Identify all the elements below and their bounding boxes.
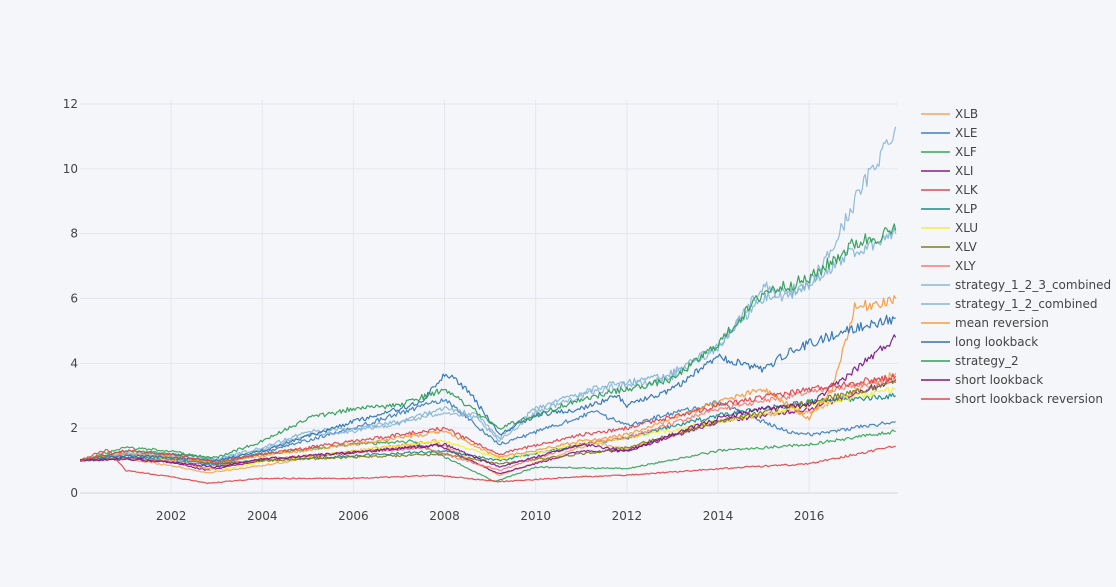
legend-label: strategy_1_2_3_combined bbox=[955, 278, 1111, 292]
legend-item[interactable]: XLF bbox=[921, 145, 977, 159]
x-tick-label: 2004 bbox=[247, 509, 278, 523]
legend-label: XLY bbox=[955, 259, 976, 273]
series-line-xlk bbox=[80, 445, 896, 485]
legend-item[interactable]: strategy_1_2_combined bbox=[921, 297, 1098, 311]
legend-label: short lookback reversion bbox=[955, 392, 1103, 406]
legend-label: XLF bbox=[955, 145, 977, 159]
legend-item[interactable]: strategy_2 bbox=[921, 354, 1019, 368]
x-tick-label: 2010 bbox=[520, 509, 551, 523]
legend-label: XLB bbox=[955, 107, 978, 121]
legend-label: XLI bbox=[955, 164, 973, 178]
legend-item[interactable]: XLU bbox=[921, 221, 978, 235]
x-tick-label: 2002 bbox=[156, 509, 187, 523]
series-line-short-lookback bbox=[80, 334, 897, 469]
x-tick-label: 2014 bbox=[703, 509, 734, 523]
legend-item[interactable]: strategy_1_2_3_combined bbox=[921, 278, 1111, 292]
series-line-xlu bbox=[80, 386, 896, 472]
legend-item[interactable]: XLK bbox=[921, 183, 979, 197]
legend-item[interactable]: XLP bbox=[921, 202, 977, 216]
y-tick-label: 12 bbox=[63, 97, 78, 111]
series-lines bbox=[80, 126, 897, 485]
legend-item[interactable]: short lookback bbox=[921, 373, 1043, 387]
y-tick-label: 2 bbox=[70, 421, 78, 435]
legend-label: strategy_1_2_combined bbox=[955, 297, 1098, 311]
legend-label: strategy_2 bbox=[955, 354, 1019, 368]
legend-item[interactable]: XLE bbox=[921, 126, 978, 140]
y-tick-label: 4 bbox=[70, 356, 78, 370]
series-line-long-lookback bbox=[80, 314, 896, 462]
legend-item[interactable]: mean reversion bbox=[921, 316, 1049, 330]
legend-item[interactable]: long lookback bbox=[921, 335, 1038, 349]
x-axis-ticks: 2002 2004 2006 2008 2010 2012 2014 2016 bbox=[156, 509, 825, 523]
series-line-short-lookback-reversion bbox=[80, 373, 897, 464]
legend-label: XLP bbox=[955, 202, 977, 216]
legend-label: short lookback bbox=[955, 373, 1043, 387]
grid-lines bbox=[80, 100, 898, 494]
x-tick-label: 2008 bbox=[429, 509, 460, 523]
series-line-xle bbox=[80, 398, 896, 467]
legend-label: mean reversion bbox=[955, 316, 1049, 330]
y-tick-label: 10 bbox=[63, 162, 78, 176]
legend-label: long lookback bbox=[955, 335, 1038, 349]
series-line-xli bbox=[80, 378, 897, 475]
y-axis-ticks: 0 2 4 6 8 10 12 bbox=[63, 97, 78, 500]
legend-label: XLV bbox=[955, 240, 978, 254]
x-tick-label: 2012 bbox=[612, 509, 643, 523]
legend-item[interactable]: XLI bbox=[921, 164, 973, 178]
x-tick-label: 2016 bbox=[794, 509, 825, 523]
y-tick-label: 6 bbox=[70, 292, 78, 306]
y-tick-label: 0 bbox=[70, 486, 78, 500]
legend-item[interactable]: XLY bbox=[921, 259, 976, 273]
series-line-strategy-2 bbox=[80, 223, 897, 462]
legend-label: XLK bbox=[955, 183, 979, 197]
y-tick-label: 8 bbox=[70, 227, 78, 241]
legend-label: XLE bbox=[955, 126, 978, 140]
legend[interactable]: XLB XLE XLF XLI XLK XLP XLU XLV XLY strategy_1_2_… bbox=[921, 107, 1111, 406]
legend-item[interactable]: XLB bbox=[921, 107, 978, 121]
legend-item[interactable]: XLV bbox=[921, 240, 978, 254]
x-tick-label: 2006 bbox=[338, 509, 369, 523]
legend-item[interactable]: short lookback reversion bbox=[921, 392, 1103, 406]
legend-label: XLU bbox=[955, 221, 978, 235]
series-line-strategy-1-2-3-combined bbox=[80, 126, 897, 462]
